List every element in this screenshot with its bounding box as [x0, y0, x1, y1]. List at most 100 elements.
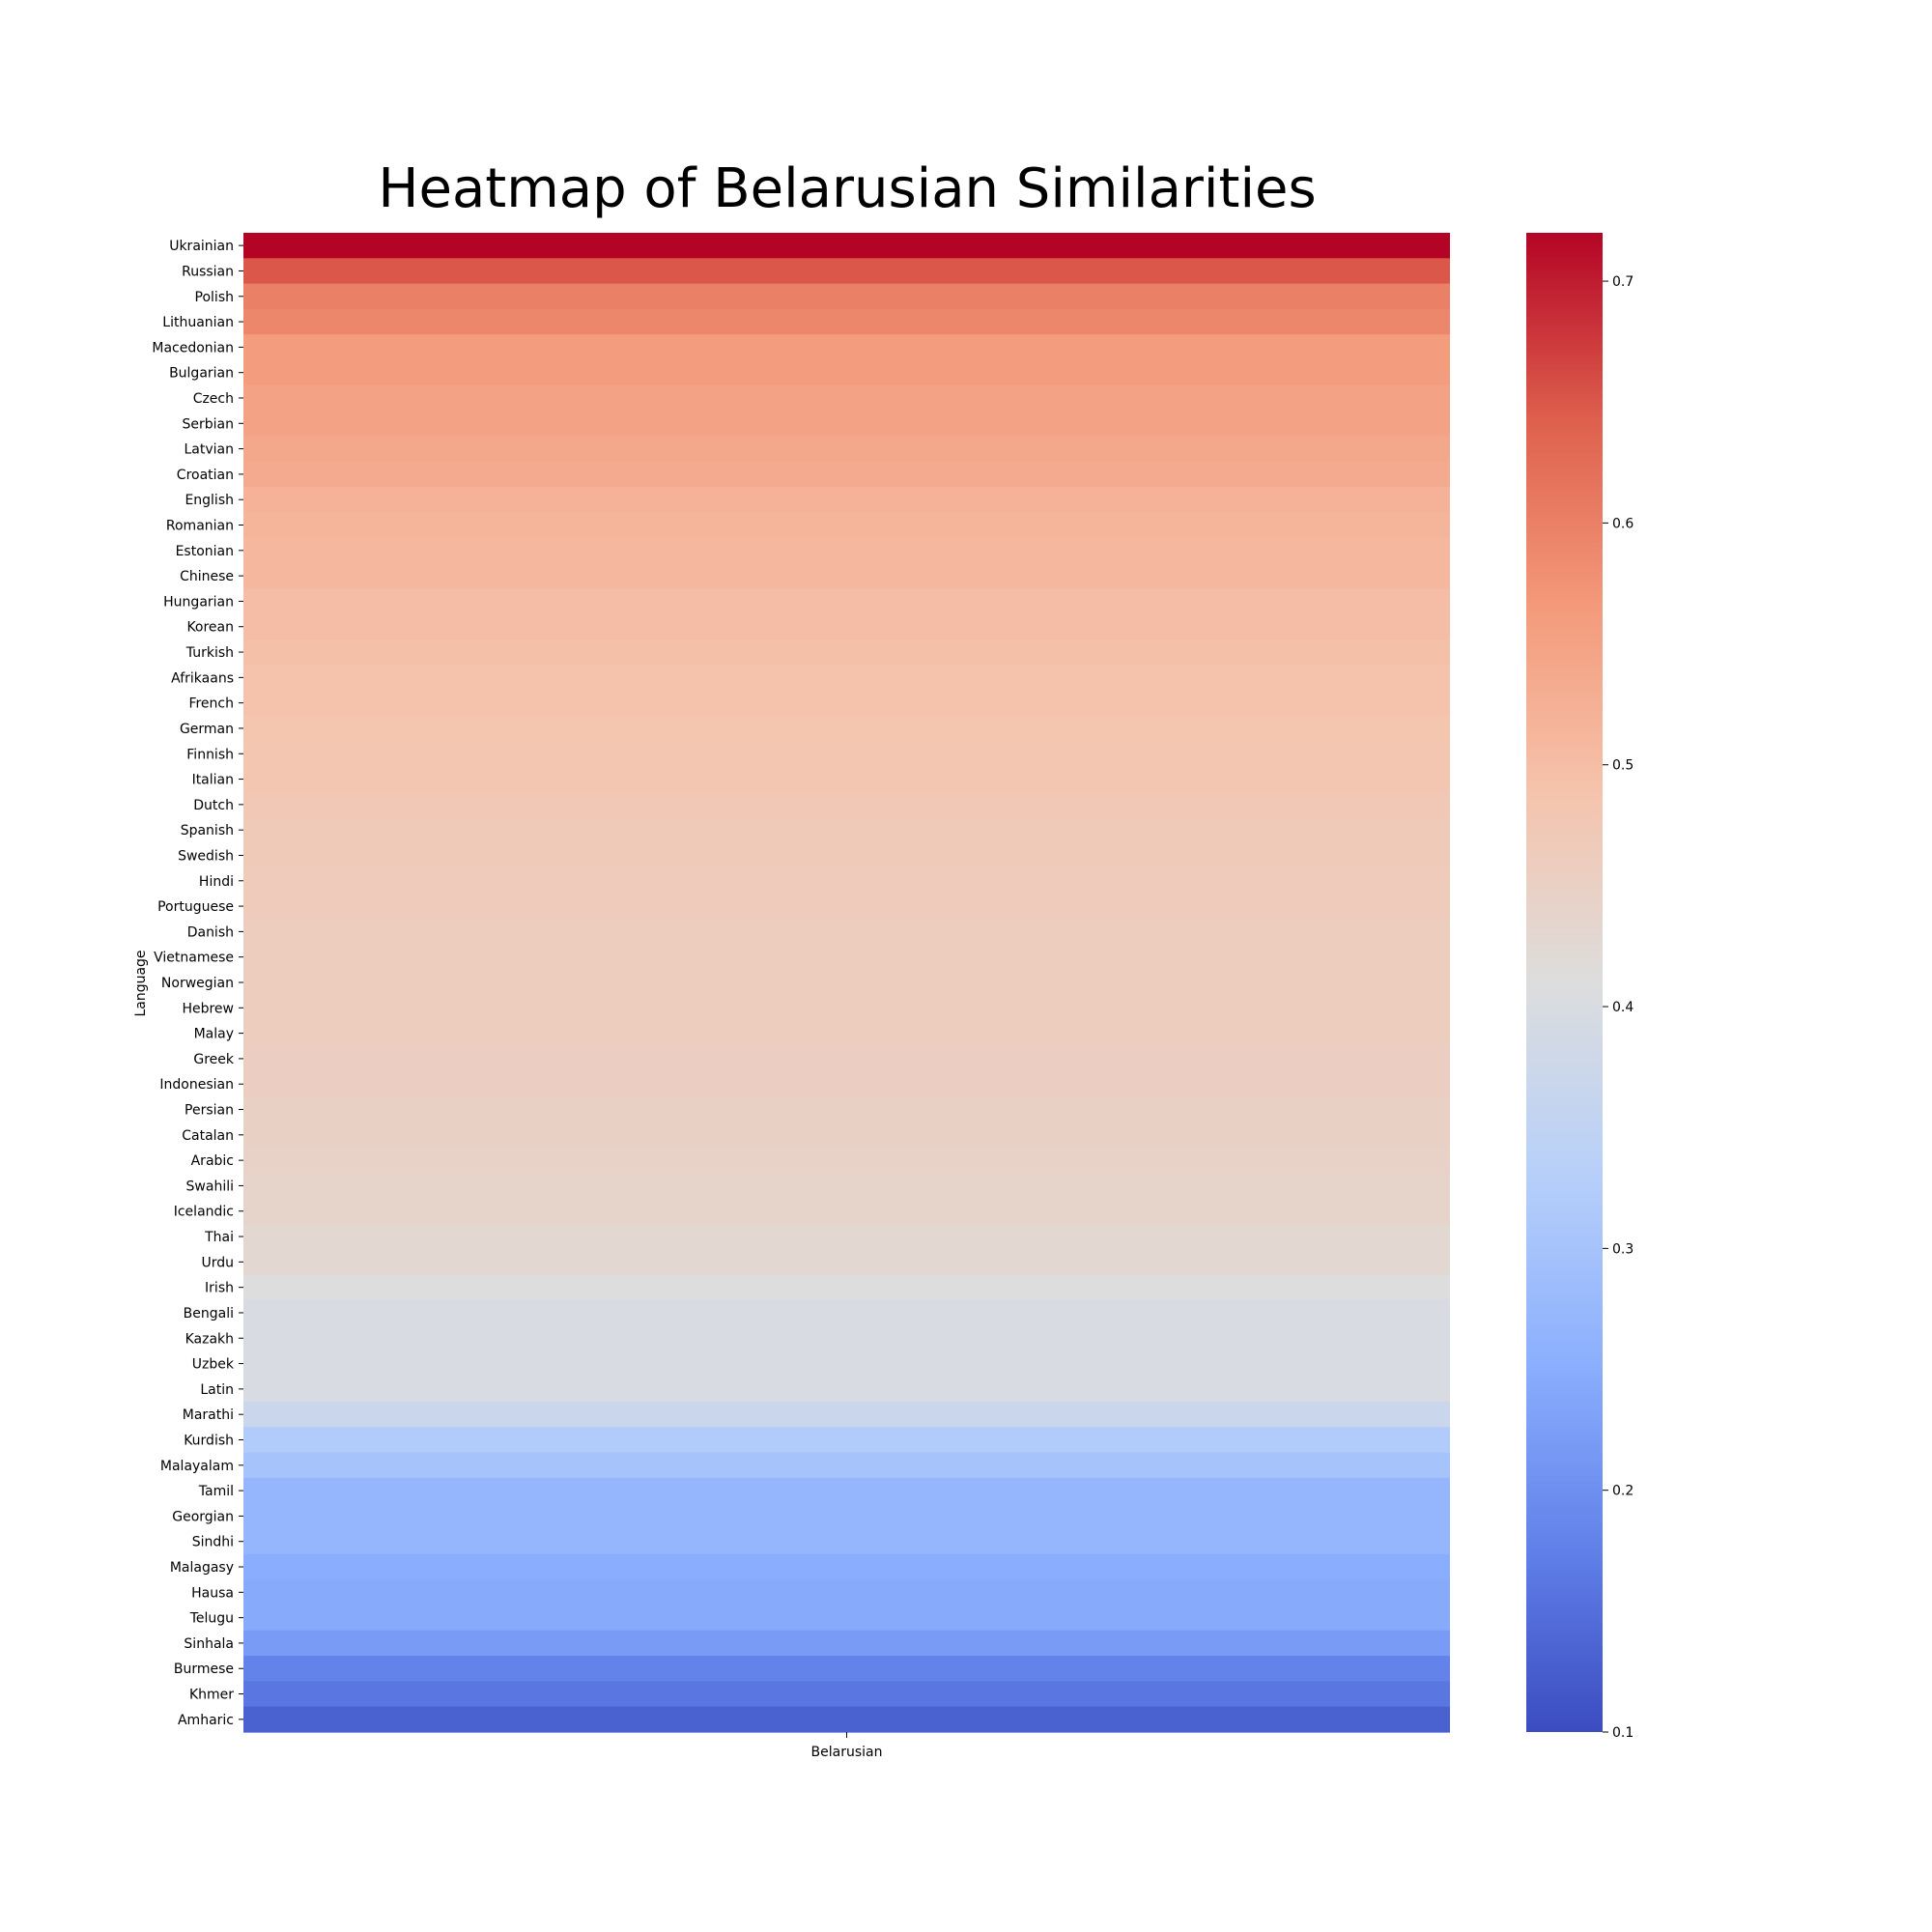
heatmap-cell: [243, 995, 1450, 1022]
heatmap-cells: [243, 233, 1450, 1733]
heatmap-cell: [243, 1477, 1450, 1504]
y-tick-label: Croatian: [177, 468, 234, 483]
y-tick-label: Marathi: [183, 1407, 234, 1423]
y-tick-label: Malagasy: [170, 1560, 234, 1576]
y-tick-label: Afrikaans: [171, 670, 234, 686]
y-tick-label: Danish: [187, 924, 234, 940]
heatmap-cell: [243, 1122, 1450, 1149]
heatmap-cell: [243, 944, 1450, 971]
heatmap-cell: [243, 1503, 1450, 1530]
colorbar-tick-label: 0.5: [1612, 758, 1634, 774]
heatmap-cell: [243, 1249, 1450, 1276]
heatmap-cell: [243, 233, 1450, 259]
y-tick-label: Ukrainian: [169, 239, 234, 254]
heatmap-cell: [243, 1656, 1450, 1682]
y-axis-label: Language: [133, 950, 149, 1016]
heatmap-cell: [243, 817, 1450, 843]
heatmap-cell: [243, 1173, 1450, 1200]
heatmap-cell: [243, 665, 1450, 692]
y-tick-label: Sindhi: [192, 1535, 234, 1550]
y-tick-label: Indonesian: [159, 1077, 234, 1093]
colorbar-tick-label: 0.4: [1612, 1000, 1634, 1015]
heatmap-cell: [243, 537, 1450, 564]
y-tick-label: Hausa: [191, 1585, 234, 1601]
heatmap-cell: [243, 1452, 1450, 1479]
heatmap-cell: [243, 893, 1450, 920]
colorbar-tick-label: 0.3: [1612, 1241, 1634, 1257]
y-tick-label: German: [180, 722, 234, 737]
heatmap-cell: [243, 1198, 1450, 1225]
heatmap-cell: [243, 690, 1450, 717]
heatmap-cell: [243, 715, 1450, 742]
heatmap-cell: [243, 436, 1450, 463]
y-tick-label: Bengali: [184, 1306, 234, 1321]
x-tick-label: Belarusian: [811, 1745, 883, 1760]
heatmap-cell: [243, 867, 1450, 895]
y-tick-label: Turkish: [185, 645, 234, 661]
y-tick-label: Irish: [205, 1281, 234, 1296]
heatmap-cell: [243, 1274, 1450, 1301]
colorbar-ticks: 0.1 0.2 0.3 0.4 0.5 0.6 0.7: [1603, 274, 1634, 1741]
heatmap-cell: [243, 741, 1450, 768]
y-tick-label: Polish: [195, 290, 234, 305]
heatmap-cell: [243, 1706, 1450, 1733]
colorbar-tick-label: 0.1: [1612, 1725, 1634, 1741]
heatmap-cell: [243, 512, 1450, 539]
colorbar-tick-label: 0.6: [1612, 516, 1634, 531]
heatmap-cell: [243, 283, 1450, 310]
heatmap-cell: [243, 1147, 1450, 1174]
x-axis-ticks: Belarusian: [811, 1732, 883, 1760]
y-tick-label: Korean: [186, 620, 234, 636]
y-tick-label: Catalan: [182, 1128, 234, 1144]
heatmap-cell: [243, 1605, 1450, 1632]
heatmap-cell: [243, 1071, 1450, 1097]
heatmap-cell: [243, 308, 1450, 335]
heatmap-cell: [243, 334, 1450, 361]
heatmap-cell: [243, 384, 1450, 412]
heatmap-cell: [243, 359, 1450, 386]
y-tick-label: Portuguese: [157, 899, 234, 915]
y-tick-label: Romanian: [166, 519, 234, 534]
heatmap-cell: [243, 791, 1450, 818]
heatmap-cell: [243, 639, 1450, 666]
y-tick-label: Kurdish: [184, 1433, 234, 1448]
heatmap-cell: [243, 487, 1450, 513]
y-tick-label: Swedish: [178, 848, 234, 864]
y-tick-label: Georgian: [172, 1509, 234, 1524]
y-tick-label: Italian: [192, 773, 234, 788]
heatmap-cell: [243, 969, 1450, 996]
heatmap-cell: [243, 1402, 1450, 1428]
colorbar-tick-label: 0.7: [1612, 274, 1634, 290]
y-tick-label: Arabic: [191, 1153, 234, 1169]
heatmap-cell: [243, 588, 1450, 615]
y-tick-label: Bulgarian: [169, 366, 234, 382]
y-tick-label: Latvian: [185, 442, 235, 458]
heatmap-cell: [243, 1325, 1450, 1352]
y-tick-label: Urdu: [201, 1255, 234, 1270]
y-tick-label: Finnish: [186, 747, 234, 762]
y-tick-label: Persian: [185, 1103, 234, 1119]
heatmap-cell: [243, 842, 1450, 869]
heatmap-cell: [243, 1553, 1450, 1580]
y-tick-label: Latin: [200, 1382, 234, 1398]
y-tick-label: Estonian: [176, 544, 234, 559]
y-tick-label: Hebrew: [182, 1001, 234, 1016]
heatmap-cell: [243, 411, 1450, 438]
colorbar-tick-label: 0.2: [1612, 1484, 1634, 1499]
chart-title: Heatmap of Belarusian Similarities: [378, 157, 1316, 220]
y-tick-label: Greek: [193, 1052, 235, 1067]
y-tick-label: Kazakh: [185, 1331, 234, 1347]
y-tick-label: Lithuanian: [162, 315, 234, 330]
heatmap-cell: [243, 766, 1450, 793]
y-tick-label: English: [185, 493, 234, 508]
y-tick-label: Serbian: [183, 416, 234, 432]
colorbar: [1526, 233, 1603, 1732]
y-tick-label: Burmese: [174, 1662, 234, 1677]
heatmap-cell: [243, 1427, 1450, 1454]
heatmap-cell: [243, 1376, 1450, 1403]
y-tick-label: Czech: [193, 391, 234, 407]
y-tick-label: Macedonian: [152, 340, 234, 355]
heatmap-cell: [243, 562, 1450, 589]
heatmap-cell: [243, 1045, 1450, 1072]
heatmap-cell: [243, 1681, 1450, 1708]
